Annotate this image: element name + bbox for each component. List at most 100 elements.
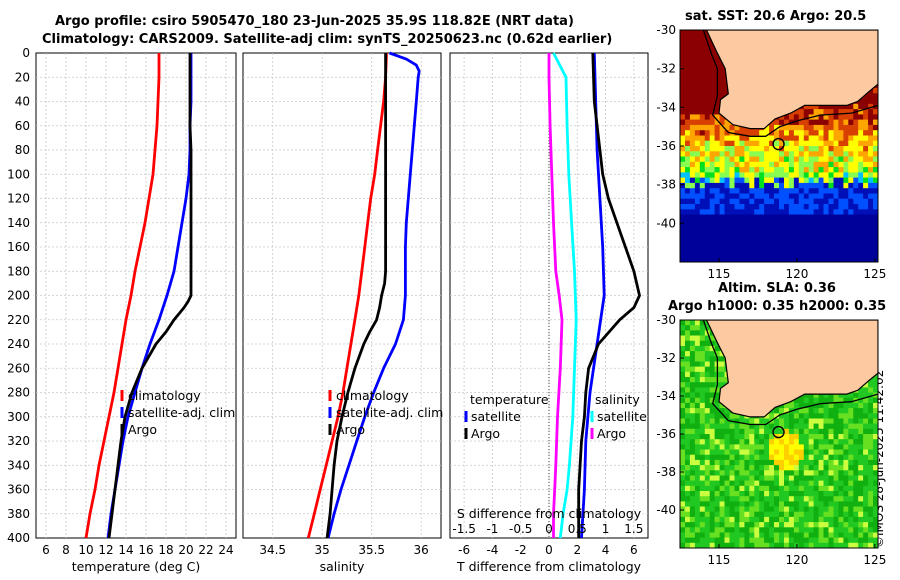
map-cell bbox=[704, 151, 711, 158]
map-cell bbox=[858, 470, 864, 477]
map-cell bbox=[769, 204, 775, 210]
map-cell bbox=[744, 439, 750, 445]
map-cell bbox=[823, 235, 829, 242]
map-cell bbox=[719, 172, 726, 179]
map-cell bbox=[680, 516, 686, 523]
figure-title-line1: Argo profile: csiro 5905470_180 23-Jun-2… bbox=[55, 14, 574, 29]
map-cell bbox=[833, 130, 839, 137]
map-cell bbox=[798, 188, 805, 195]
map-cell bbox=[685, 209, 691, 216]
map-cell bbox=[685, 156, 691, 163]
map-cell bbox=[873, 485, 878, 492]
map-cell bbox=[729, 449, 735, 456]
map-cell bbox=[853, 522, 859, 528]
map-cell bbox=[685, 325, 691, 331]
map-cell bbox=[739, 167, 745, 173]
map-cell bbox=[694, 491, 701, 497]
map-cell bbox=[858, 444, 864, 451]
map-cell bbox=[818, 193, 825, 200]
map-y-tick-label: -34 bbox=[656, 389, 676, 403]
map-cell bbox=[828, 130, 834, 137]
map-cell bbox=[873, 204, 878, 210]
map-cell bbox=[744, 235, 750, 242]
map-cell bbox=[689, 119, 696, 126]
map-cell bbox=[848, 198, 854, 205]
map-cell bbox=[808, 193, 815, 200]
map-cell bbox=[719, 72, 726, 79]
map-cell bbox=[709, 204, 716, 210]
map-cell bbox=[828, 214, 834, 221]
x-tick-label: 35.5 bbox=[358, 543, 385, 557]
map-cell bbox=[823, 527, 829, 534]
map-cell bbox=[863, 439, 869, 445]
map-cell bbox=[788, 485, 795, 492]
map-cell bbox=[744, 527, 750, 534]
map-y-tick-label: -36 bbox=[656, 139, 676, 153]
map-cell bbox=[828, 135, 834, 142]
map-cell bbox=[873, 182, 878, 189]
map-cell bbox=[858, 537, 864, 544]
map-cell bbox=[808, 532, 815, 539]
map-cell bbox=[774, 172, 780, 179]
map-cell bbox=[680, 240, 686, 247]
map-cell bbox=[719, 371, 726, 378]
map-cell bbox=[853, 506, 859, 513]
legend-label: climatology bbox=[336, 388, 409, 403]
map-cell bbox=[803, 119, 810, 126]
map-cell bbox=[724, 124, 730, 131]
map-cell bbox=[774, 246, 780, 253]
map-cell bbox=[873, 480, 878, 487]
map-cell bbox=[685, 35, 691, 42]
map-cell bbox=[848, 542, 854, 548]
map-cell bbox=[858, 114, 864, 121]
map-cell bbox=[818, 532, 825, 539]
map-cell bbox=[769, 506, 775, 513]
map-cell bbox=[704, 219, 711, 226]
map-cell bbox=[694, 188, 701, 195]
map-cell bbox=[689, 130, 696, 137]
map-cell bbox=[853, 235, 859, 242]
map-cell bbox=[680, 209, 686, 216]
map-cell bbox=[853, 470, 859, 477]
map-cell bbox=[709, 209, 716, 216]
map-cell bbox=[803, 209, 810, 216]
map-cell bbox=[858, 146, 864, 152]
map-cell bbox=[734, 475, 740, 482]
map-cell bbox=[769, 188, 775, 195]
map-cell bbox=[699, 475, 706, 482]
map-cell bbox=[699, 182, 706, 189]
map-cell bbox=[843, 491, 849, 497]
map-cell bbox=[848, 230, 854, 237]
map-cell bbox=[685, 103, 691, 110]
map-cell bbox=[803, 506, 810, 513]
shelf-contour bbox=[702, 320, 878, 426]
map-cell bbox=[858, 459, 864, 466]
map-cell bbox=[685, 320, 691, 326]
map-cell bbox=[744, 532, 750, 539]
map-cell bbox=[774, 204, 780, 210]
map-cell bbox=[784, 537, 790, 544]
map-cell bbox=[843, 542, 849, 548]
map-cell bbox=[784, 522, 790, 528]
map-cell bbox=[680, 140, 686, 147]
map-cell bbox=[828, 465, 834, 471]
top-tick-label: 1 bbox=[602, 522, 610, 536]
map-cell bbox=[803, 522, 810, 528]
map-cell bbox=[873, 256, 878, 262]
map-cell bbox=[729, 506, 735, 513]
map-cell bbox=[803, 251, 810, 258]
map-cell bbox=[828, 527, 834, 534]
map-cell bbox=[793, 428, 800, 435]
map-cell bbox=[699, 532, 706, 539]
map-cell bbox=[704, 240, 711, 247]
map-cell bbox=[704, 366, 711, 373]
map-cell bbox=[759, 161, 765, 168]
map-cell bbox=[709, 475, 716, 482]
map-cell bbox=[689, 198, 696, 205]
map-cell bbox=[714, 161, 721, 168]
map-cell bbox=[774, 542, 780, 548]
map-cell bbox=[813, 516, 820, 523]
map-cell bbox=[719, 246, 726, 253]
map-cell bbox=[793, 119, 800, 126]
map-cell bbox=[843, 103, 849, 110]
